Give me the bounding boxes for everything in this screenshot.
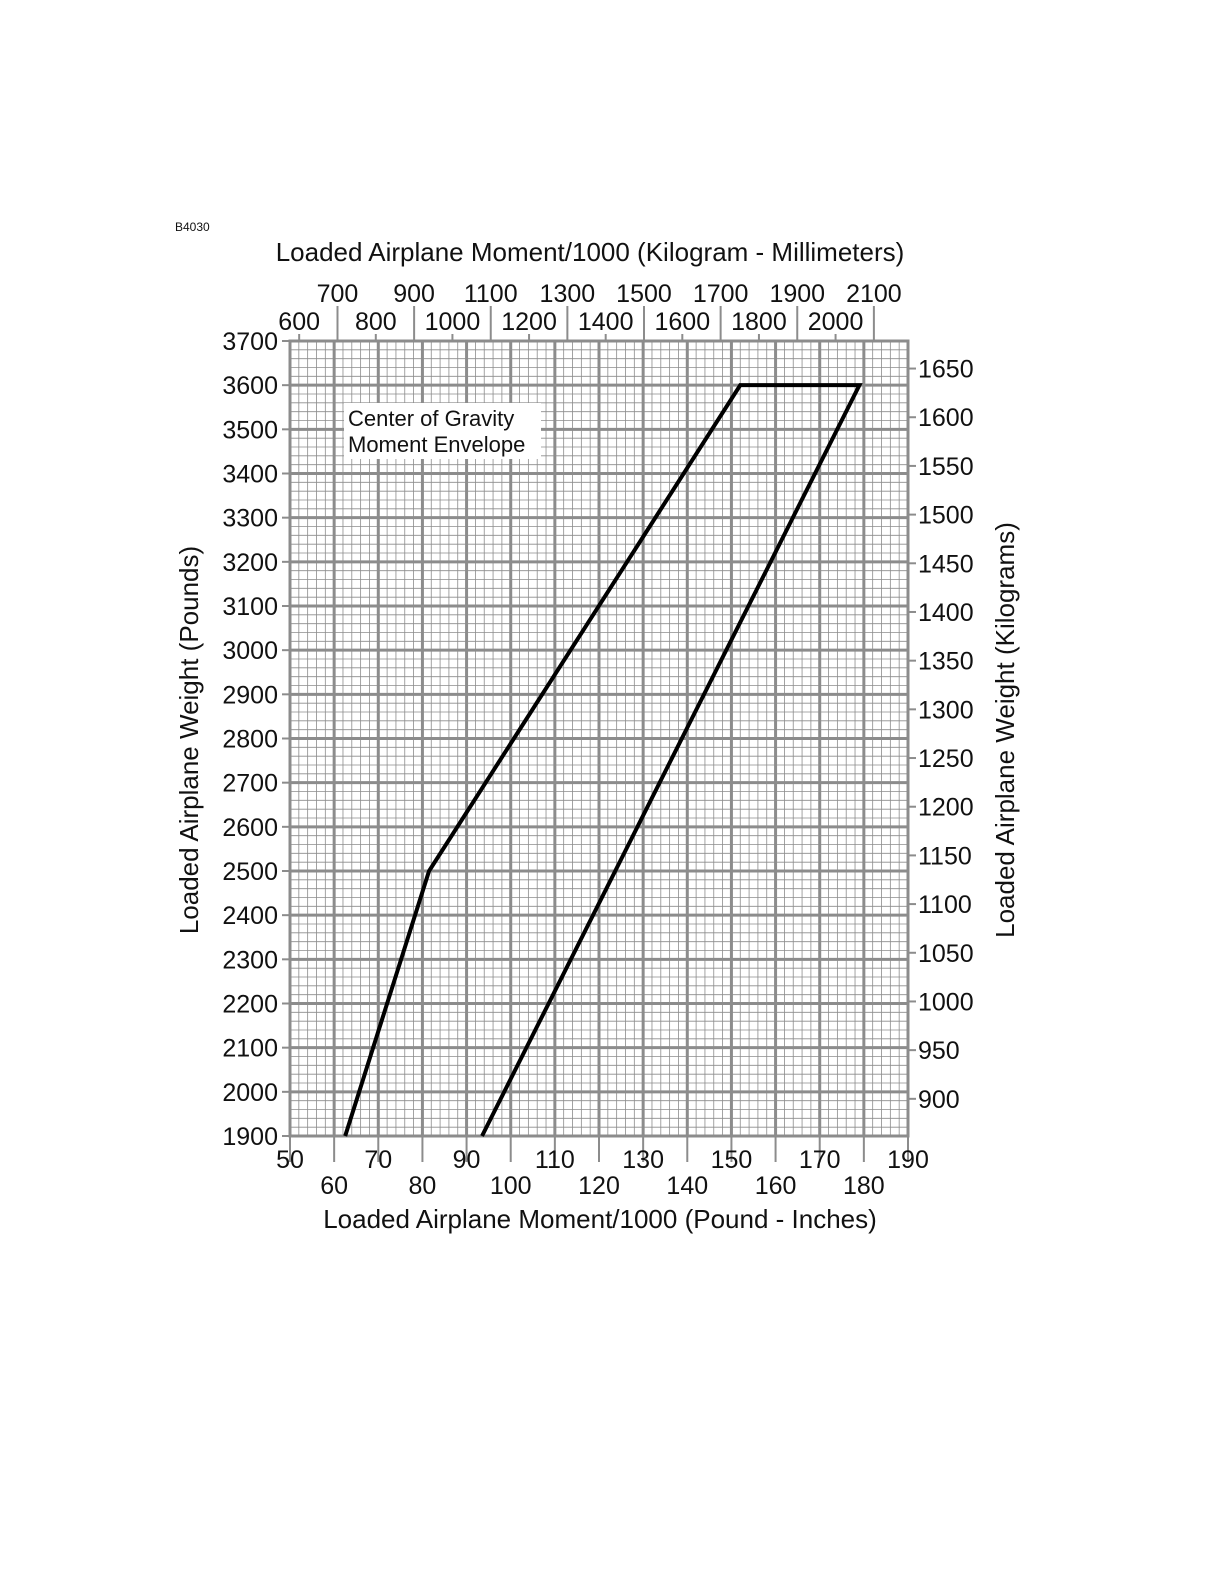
right-tick-label: 900 [918, 1086, 960, 1114]
bottom-tick-label: 180 [843, 1172, 885, 1200]
left-tick-labels: 1900 2000 2100 2200 2300 2400 2500 2600 2700 2800… [222, 328, 290, 1151]
left-tick-label: 3700 [222, 328, 278, 356]
bottom-tick-label: 50 [276, 1146, 304, 1174]
annotation-line-2: Moment Envelope [348, 432, 525, 457]
left-tick-label: 2900 [222, 681, 278, 709]
right-tick-label: 1150 [918, 842, 972, 870]
bottom-tick-label: 170 [799, 1146, 841, 1174]
right-tick-label: 1250 [918, 745, 974, 773]
bottom-tick-label: 160 [755, 1172, 797, 1200]
right-tick-label: 950 [918, 1037, 960, 1065]
top-tick-label: 1100 [464, 280, 518, 308]
right-axis-title: Loaded Airplane Weight (Kilograms) [990, 522, 1020, 938]
top-tick-label: 1700 [693, 280, 749, 308]
figure-id: B4030 [175, 220, 210, 234]
left-tick-label: 2000 [222, 1079, 278, 1107]
right-tick-label: 1450 [918, 550, 974, 578]
bottom-tick-label: 140 [666, 1172, 708, 1200]
envelope-lines [343, 383, 863, 1137]
top-tick-label: 1400 [578, 308, 634, 336]
left-tick-label: 1900 [222, 1123, 278, 1151]
bottom-tick-label: 90 [453, 1146, 481, 1174]
right-tick-label: 1500 [918, 502, 974, 530]
top-tick-label: 2100 [846, 280, 902, 308]
top-tick-label: 800 [355, 308, 397, 336]
left-tick-label: 3600 [222, 372, 278, 400]
right-tick-label: 1300 [918, 696, 974, 724]
left-tick-label: 2800 [222, 726, 278, 754]
left-tick-label: 2100 [222, 1035, 278, 1063]
bottom-tick-label: 150 [711, 1146, 753, 1174]
top-tick-label: 1900 [769, 280, 825, 308]
bottom-tick-label: 130 [622, 1146, 664, 1174]
right-tick-labels: 900 950 1000 1050 1100 1150 1200 1250 1300 1350 14… [908, 356, 974, 1114]
annotation-line-1: Center of Gravity [348, 406, 514, 431]
right-tick-label: 1650 [918, 356, 974, 384]
left-tick-label: 3200 [222, 549, 278, 577]
bottom-tick-labels-row2: 60 80 100 120 140 160 180 [320, 1136, 885, 1200]
top-tick-label: 600 [278, 308, 320, 336]
top-tick-label: 900 [393, 280, 435, 308]
right-tick-label: 1050 [918, 940, 974, 968]
bottom-tick-label: 70 [364, 1146, 392, 1174]
annotation-background [344, 403, 541, 459]
right-tick-label: 1200 [918, 794, 974, 822]
right-tick-label: 1350 [918, 648, 974, 676]
top-tick-label: 1200 [501, 308, 557, 336]
left-tick-label: 2600 [222, 814, 278, 842]
right-tick-label: 1400 [918, 599, 974, 627]
left-tick-label: 3100 [222, 593, 278, 621]
left-tick-label: 2400 [222, 902, 278, 930]
bottom-tick-label: 100 [490, 1172, 532, 1200]
left-tick-label: 2500 [222, 858, 278, 886]
right-tick-label: 1600 [918, 404, 974, 432]
top-tick-label: 1300 [540, 280, 596, 308]
right-tick-label: 1550 [918, 453, 974, 481]
bottom-axis-title: Loaded Airplane Moment/1000 (Pound - Inc… [323, 1204, 877, 1234]
bottom-tick-labels-row1: 50 70 90 110 130 150 170 190 [276, 1136, 929, 1174]
left-tick-label: 3300 [222, 505, 278, 533]
left-tick-label: 2300 [222, 946, 278, 974]
left-tick-label: 3500 [222, 416, 278, 444]
top-tick-label: 1600 [655, 308, 711, 336]
bottom-tick-label: 120 [578, 1172, 620, 1200]
right-tick-label: 1000 [918, 988, 974, 1016]
left-axis-title: Loaded Airplane Weight (Pounds) [174, 546, 204, 934]
left-tick-label: 3000 [222, 637, 278, 665]
top-tick-label: 1500 [616, 280, 672, 308]
left-tick-label: 2200 [222, 991, 278, 1019]
bottom-tick-label: 80 [409, 1172, 437, 1200]
top-tick-labels-row1: 700 900 1100 1300 1500 1700 1900 2100 [317, 280, 902, 341]
top-tick-label: 2000 [808, 308, 864, 336]
top-axis-title: Loaded Airplane Moment/1000 (Kilogram - … [276, 237, 905, 267]
top-tick-labels-row2: 600 800 1000 1200 1400 1600 1800 2000 [278, 308, 863, 341]
bottom-tick-label: 110 [535, 1146, 575, 1174]
bottom-tick-label: 60 [320, 1172, 348, 1200]
left-tick-label: 3400 [222, 461, 278, 489]
top-tick-label: 1800 [731, 308, 787, 336]
right-tick-label: 1100 [918, 891, 972, 919]
bottom-tick-label: 190 [887, 1146, 929, 1174]
top-tick-label: 700 [317, 280, 359, 308]
top-tick-label: 1000 [425, 308, 481, 336]
left-tick-label: 2700 [222, 770, 278, 798]
